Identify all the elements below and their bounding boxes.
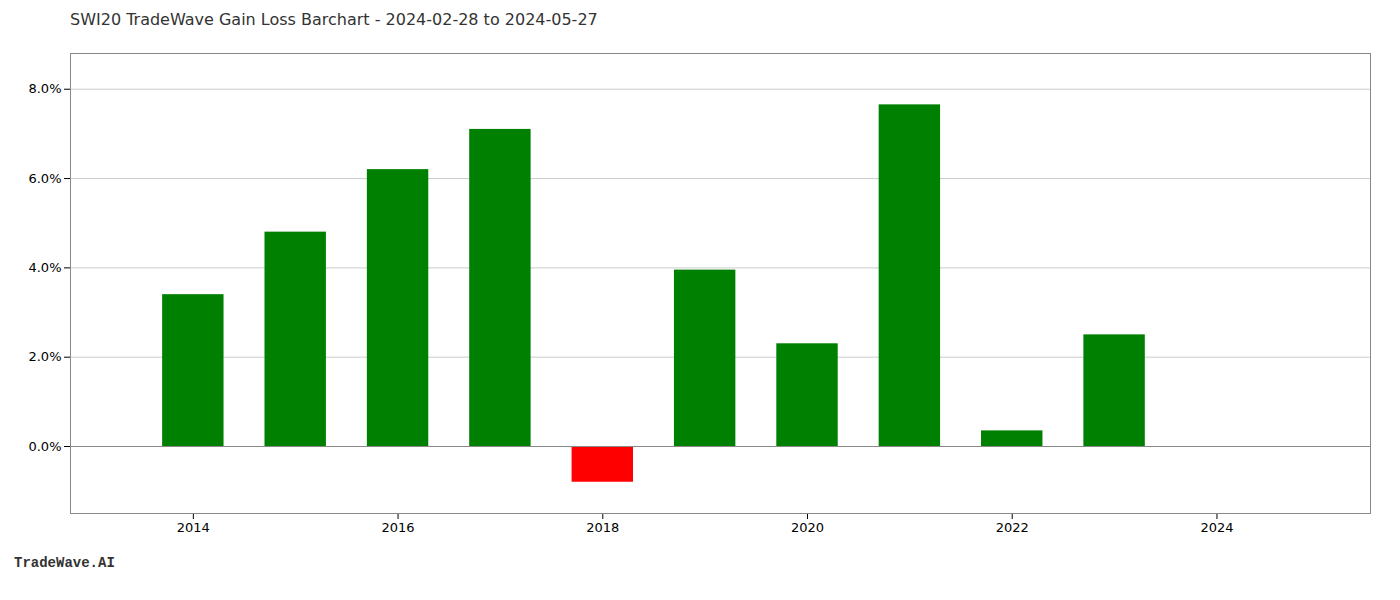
html-text:TradeWave.AI: TradeWave.AI <box>14 555 115 571</box>
svg-text:2020: 2020 <box>791 520 824 535</box>
svg-text:6.0%: 6.0% <box>28 171 61 186</box>
svg-text:0.0%: 0.0% <box>28 439 61 454</box>
svg-text:2016: 2016 <box>382 520 415 535</box>
svg-text:2.0%: 2.0% <box>28 349 61 364</box>
svg-text:2024: 2024 <box>1200 520 1233 535</box>
svg-text:2018: 2018 <box>586 520 619 535</box>
svg-text:4.0%: 4.0% <box>28 260 61 275</box>
svg-text:2022: 2022 <box>996 520 1029 535</box>
html-text:SWI20 TradeWave Gain Loss Barc: SWI20 TradeWave Gain Loss Barchart - 202… <box>70 10 598 29</box>
svg-text:8.0%: 8.0% <box>28 81 61 96</box>
svg-text:2014: 2014 <box>177 520 210 535</box>
